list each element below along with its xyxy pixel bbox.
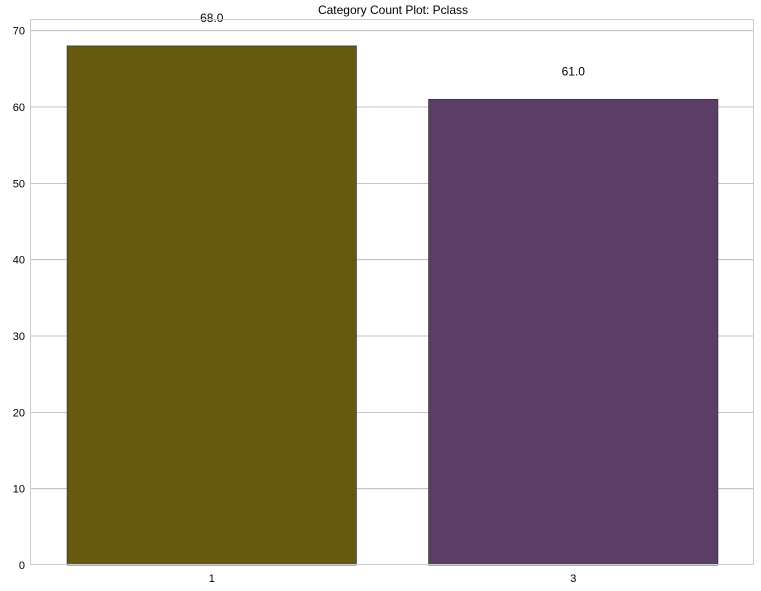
y-tick-label: 60 — [13, 102, 25, 114]
chart-title: Category Count Plot: Pclass — [318, 3, 468, 17]
bar-1 — [66, 45, 357, 566]
bars — [66, 45, 719, 566]
bar-3 — [428, 98, 719, 566]
y-tick-label: 40 — [13, 255, 25, 267]
y-tick-label: 50 — [13, 178, 25, 190]
x-tick-label-1: 1 — [209, 573, 215, 585]
data-label-3: 61.0 — [562, 64, 586, 78]
y-tick-label: 10 — [13, 484, 25, 496]
y-tick-label: 0 — [19, 560, 25, 572]
y-tick-label: 30 — [13, 331, 25, 343]
y-tick-label: 70 — [13, 26, 25, 38]
x-tick-label-3: 3 — [570, 573, 576, 585]
data-label-1: 68.0 — [200, 11, 224, 25]
y-axis-ticks: 0 10 20 30 40 50 60 70 — [13, 26, 25, 572]
plot-frame — [30, 19, 754, 565]
y-tick-label: 20 — [13, 407, 25, 419]
data-labels: 68.0 61.0 — [200, 11, 585, 78]
